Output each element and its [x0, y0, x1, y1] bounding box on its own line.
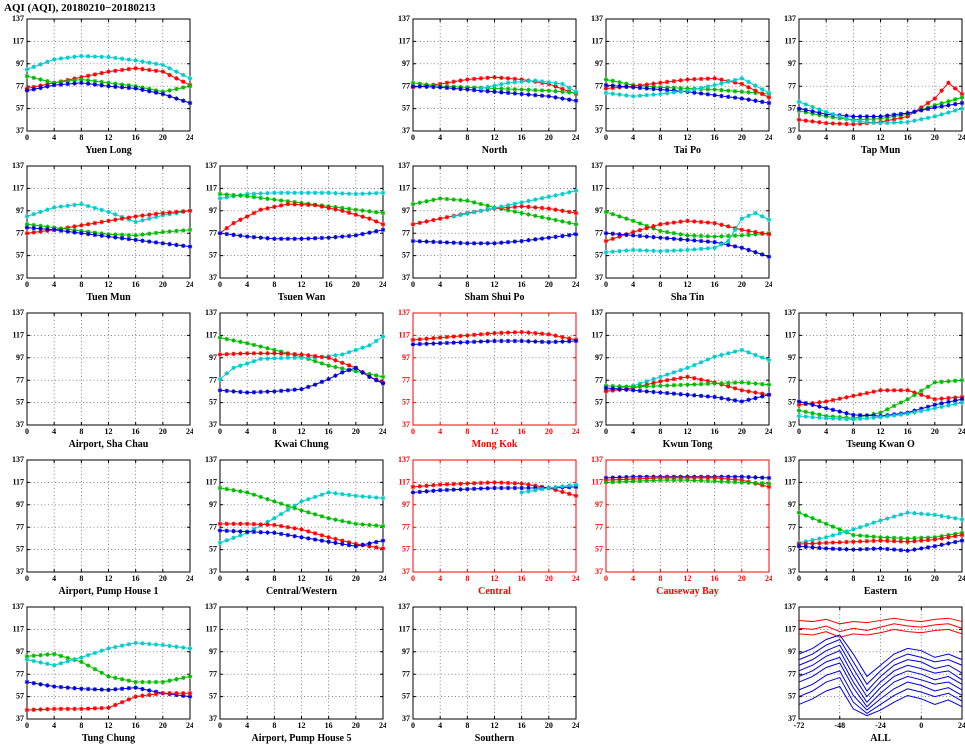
- subplot-title: Tai Po: [673, 145, 702, 156]
- subplot-title: ALL: [870, 733, 891, 744]
- subplot-eastern: Eastern: [772, 455, 965, 602]
- chart-canvas: [579, 308, 772, 440]
- subplot-title: Airport, Sha Chau: [68, 439, 149, 450]
- chart-canvas: [193, 161, 386, 293]
- subplot-airport-sha-chau: Airport, Sha Chau: [0, 308, 193, 455]
- subplot-causeway-bay: Causeway Bay: [579, 455, 772, 602]
- chart-canvas: [386, 602, 579, 734]
- subplot-tuen-mun: Tuen Mun: [0, 161, 193, 308]
- empty-cell: [772, 161, 965, 308]
- subplot-title: Tung Chung: [81, 733, 136, 744]
- empty-cell: [193, 14, 386, 161]
- subplot-mong-kok: Mong Kok: [386, 308, 579, 455]
- subplot-title: Southern: [474, 733, 515, 744]
- chart-canvas: [0, 308, 193, 440]
- subplot-title: Central: [478, 586, 511, 597]
- subplot-tseung-kwan-o: Tseung Kwan O: [772, 308, 965, 455]
- chart-canvas: [386, 14, 579, 146]
- subplot-title: North: [481, 145, 508, 156]
- subplot-central-western: Central/Western: [193, 455, 386, 602]
- subplot-airport-pump-house-5: Airport, Pump House 5: [193, 602, 386, 749]
- subplot-title: Airport, Pump House 1: [58, 586, 159, 597]
- chart-canvas: [0, 161, 193, 293]
- chart-canvas: [386, 455, 579, 587]
- subplot-title: Tap Mun: [860, 145, 901, 156]
- subplot-kwun-tong: Kwun Tong: [579, 308, 772, 455]
- chart-canvas: [579, 14, 772, 146]
- chart-canvas: [579, 161, 772, 293]
- subplot-title: Eastern: [863, 586, 898, 597]
- empty-cell: [579, 602, 772, 749]
- subplot-title: Tseung Kwan O: [846, 439, 915, 450]
- subplot-title: Airport, Pump House 5: [251, 733, 352, 744]
- chart-canvas: [193, 308, 386, 440]
- chart-canvas: [386, 161, 579, 293]
- subplot-title: Kwai Chung: [274, 439, 329, 450]
- subplot-tap-mun: Tap Mun: [772, 14, 965, 161]
- subplot-title: Kwun Tong: [662, 439, 713, 450]
- chart-canvas: [579, 455, 772, 587]
- subplot-yuen-long: Yuen Long: [0, 14, 193, 161]
- chart-canvas: [772, 14, 965, 146]
- subplot-tung-chung: Tung Chung: [0, 602, 193, 749]
- chart-canvas: [772, 455, 965, 587]
- chart-canvas: [772, 308, 965, 440]
- subplot-title: Causeway Bay: [656, 586, 719, 597]
- chart-canvas: [386, 308, 579, 440]
- chart-canvas: [772, 602, 965, 734]
- subplot-title: Yuen Long: [85, 145, 132, 156]
- subplot-tsuen-wan: Tsuen Wan: [193, 161, 386, 308]
- subplot-north: North: [386, 14, 579, 161]
- subplot-sha-tin: Sha Tin: [579, 161, 772, 308]
- subplot-title: Sha Tin: [670, 292, 705, 303]
- subplot-title: Tsuen Wan: [277, 292, 326, 303]
- subplot-title: Sham Shui Po: [464, 292, 525, 303]
- subplot-all: ALL: [772, 602, 965, 749]
- subplot-central: Central: [386, 455, 579, 602]
- subplot-airport-pump-house-1: Airport, Pump House 1: [0, 455, 193, 602]
- subplot-title: Tuen Mun: [86, 292, 131, 303]
- chart-canvas: [0, 14, 193, 146]
- chart-canvas: [193, 602, 386, 734]
- subplot-kwai-chung: Kwai Chung: [193, 308, 386, 455]
- subplot-tai-po: Tai Po: [579, 14, 772, 161]
- chart-canvas: [193, 455, 386, 587]
- charts-grid: Yuen Long North Tai Po Tap Mun Tuen Mun Tsuen…: [0, 14, 965, 749]
- subplot-title: Mong Kok: [471, 439, 518, 450]
- chart-canvas: [0, 602, 193, 734]
- chart-canvas: [0, 455, 193, 587]
- subplot-title: Central/Western: [265, 586, 338, 597]
- page-title: AQI (AQI), 20180210−20180213: [4, 2, 156, 14]
- subplot-sham-shui-po: Sham Shui Po: [386, 161, 579, 308]
- subplot-southern: Southern: [386, 602, 579, 749]
